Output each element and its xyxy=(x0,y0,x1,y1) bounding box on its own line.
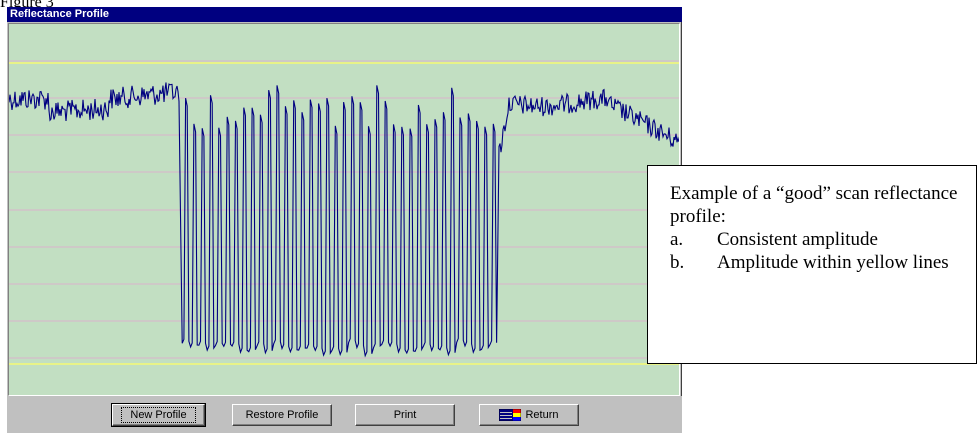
new-profile-button[interactable]: New Profile xyxy=(111,403,206,427)
print-label: Print xyxy=(393,409,417,421)
reflectance-trace xyxy=(9,82,679,358)
callout-item-marker: a. xyxy=(670,229,684,250)
annotation-callout: Example of a “good” scan reflectance pro… xyxy=(647,165,977,364)
reflectance-plot xyxy=(8,23,680,396)
new-profile-label: New Profile xyxy=(121,407,196,423)
reflectance-profile-window: Reflectance Profile New Profile Restore … xyxy=(7,7,682,433)
print-button[interactable]: Print xyxy=(355,404,455,426)
callout-list: a. Consistent amplitude b. Amplitude wit… xyxy=(670,228,976,274)
callout-item-text: Consistent amplitude xyxy=(717,229,878,250)
button-bar: New Profile Restore Profile Print xyxy=(7,396,682,433)
callout-item: b. Amplitude within yellow lines xyxy=(670,251,976,274)
return-label: Return xyxy=(525,409,559,421)
callout-item-marker: b. xyxy=(670,252,685,273)
restore-profile-label: Restore Profile xyxy=(245,409,319,421)
cropped-heading-text: Figure 3 xyxy=(0,0,54,11)
callout-item: a. Consistent amplitude xyxy=(670,228,976,251)
callout-item-text: Amplitude within yellow lines xyxy=(717,252,949,273)
return-icon xyxy=(499,408,522,422)
reflectance-plot-svg xyxy=(9,60,679,365)
window-title: Reflectance Profile xyxy=(7,7,682,22)
restore-profile-button[interactable]: Restore Profile xyxy=(232,404,332,426)
callout-intro: Example of a “good” scan reflectance pro… xyxy=(670,183,958,227)
return-button[interactable]: Return xyxy=(479,404,579,426)
